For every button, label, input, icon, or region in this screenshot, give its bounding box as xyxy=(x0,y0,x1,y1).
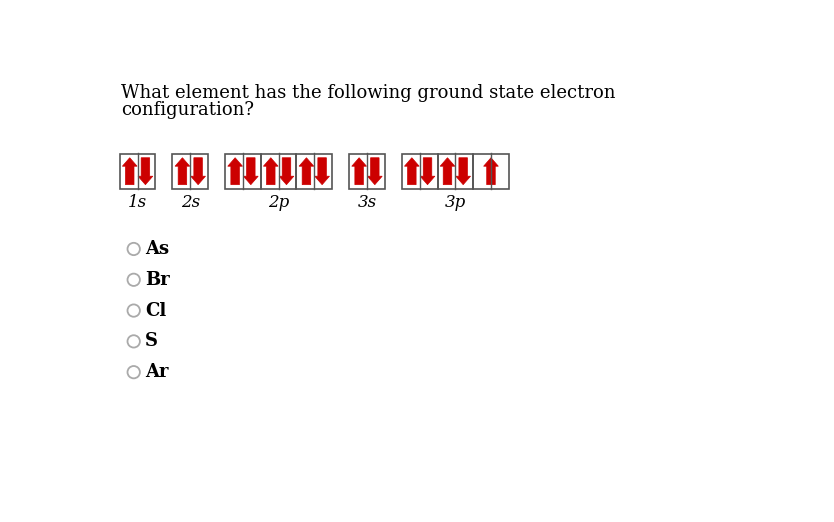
Polygon shape xyxy=(191,158,205,185)
Bar xyxy=(349,153,384,189)
Polygon shape xyxy=(175,158,190,185)
Polygon shape xyxy=(484,158,499,185)
Polygon shape xyxy=(123,158,137,185)
Polygon shape xyxy=(138,158,153,185)
Text: 2s: 2s xyxy=(181,194,200,211)
Polygon shape xyxy=(456,158,470,185)
Text: configuration?: configuration? xyxy=(121,101,254,119)
Bar xyxy=(296,153,332,189)
Text: As: As xyxy=(145,240,169,258)
Text: 2p: 2p xyxy=(268,194,289,211)
Polygon shape xyxy=(404,158,420,185)
Polygon shape xyxy=(228,158,243,185)
Text: 3p: 3p xyxy=(445,194,466,211)
Text: What element has the following ground state electron: What element has the following ground st… xyxy=(121,84,615,102)
Bar xyxy=(438,153,473,189)
Bar xyxy=(225,153,261,189)
Polygon shape xyxy=(264,158,279,185)
Bar xyxy=(261,153,296,189)
Polygon shape xyxy=(440,158,455,185)
Bar xyxy=(173,153,208,189)
Polygon shape xyxy=(299,158,314,185)
Polygon shape xyxy=(244,158,259,185)
Polygon shape xyxy=(314,158,329,185)
Text: 1s: 1s xyxy=(128,194,147,211)
Text: S: S xyxy=(145,333,158,350)
Bar xyxy=(120,153,155,189)
Text: Ar: Ar xyxy=(145,363,168,381)
Text: Br: Br xyxy=(145,271,170,289)
Polygon shape xyxy=(352,158,366,185)
Polygon shape xyxy=(420,158,435,185)
Bar xyxy=(473,153,509,189)
Polygon shape xyxy=(279,158,294,185)
Text: 3s: 3s xyxy=(358,194,376,211)
Polygon shape xyxy=(368,158,382,185)
Text: Cl: Cl xyxy=(145,302,167,319)
Bar xyxy=(402,153,438,189)
